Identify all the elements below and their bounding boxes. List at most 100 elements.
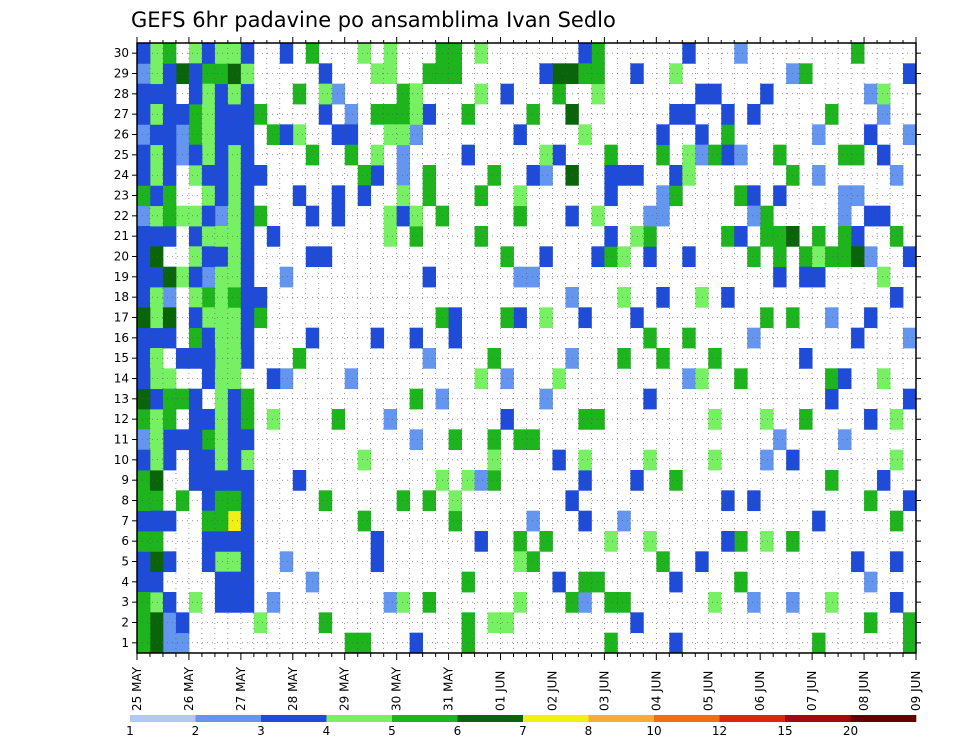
- precip-cell: [669, 165, 683, 186]
- x-date-label: 31 MAY: [442, 666, 456, 711]
- precip-cell: [552, 571, 566, 593]
- precip-cell: [422, 266, 437, 288]
- precip-cell: [825, 470, 839, 491]
- precip-cell: [383, 104, 398, 125]
- precip-cell: [669, 63, 683, 85]
- x-date-label: 27 MAY: [234, 666, 248, 711]
- precip-cell: [357, 43, 372, 64]
- precip-cell: [188, 43, 203, 64]
- x-date-label: 02 JUN: [545, 671, 559, 711]
- precip-cell: [137, 124, 151, 146]
- precip-cell: [864, 571, 878, 593]
- precip-cell: [903, 612, 917, 634]
- precip-cell: [513, 531, 527, 552]
- precip-cell: [799, 63, 813, 85]
- precip-cell: [162, 327, 177, 349]
- precip-cell: [227, 510, 242, 532]
- legend-label: 5: [388, 724, 396, 738]
- y-tick-label: 8: [121, 494, 129, 508]
- precip-cell: [266, 226, 281, 247]
- precip-cell: [812, 632, 826, 654]
- precipitation-cells: [137, 43, 917, 654]
- y-tick-label: 25: [114, 148, 129, 162]
- legend-swatch: [457, 715, 524, 722]
- precip-cell: [188, 144, 203, 166]
- precip-cell: [188, 83, 203, 105]
- precip-cell: [578, 409, 592, 430]
- precip-cell: [734, 43, 748, 64]
- precip-cell: [760, 226, 774, 247]
- gridlines: [137, 43, 916, 653]
- y-tick-label: 16: [114, 331, 129, 345]
- precip-cell: [201, 287, 216, 308]
- precip-cell: [266, 124, 281, 146]
- precip-cell: [513, 307, 527, 329]
- precip-cell: [448, 327, 462, 349]
- precip-cell: [137, 185, 151, 207]
- precip-cell: [318, 83, 333, 105]
- precip-cell: [137, 449, 151, 471]
- y-tick-label: 2: [121, 616, 129, 630]
- precip-cell: [461, 470, 475, 491]
- precip-cell: [137, 592, 151, 613]
- precip-cell: [137, 63, 151, 85]
- precip-cell: [578, 510, 592, 532]
- precip-cell: [214, 266, 229, 288]
- precip-cell: [149, 449, 164, 471]
- precip-cell: [448, 429, 462, 451]
- precip-cell: [214, 307, 229, 329]
- precip-cell: [214, 531, 229, 552]
- precip-cell: [864, 246, 878, 268]
- precip-cell: [201, 348, 216, 369]
- legend-swatch: [326, 715, 393, 722]
- precip-cell: [734, 226, 748, 247]
- precip-cell: [214, 470, 229, 491]
- precip-cell: [214, 388, 229, 410]
- precip-cell: [487, 348, 501, 369]
- precip-cell: [578, 63, 592, 85]
- precip-cell: [838, 226, 852, 247]
- precip-cell: [266, 592, 281, 613]
- precip-cell: [799, 348, 813, 369]
- precip-cell: [604, 226, 618, 247]
- precip-cell: [253, 307, 268, 329]
- precip-cell: [227, 409, 242, 430]
- precip-cell: [227, 246, 242, 268]
- y-tick-label: 1: [121, 636, 129, 650]
- legend-label: 15: [777, 724, 792, 738]
- precip-cell: [227, 63, 242, 85]
- precip-cell: [903, 63, 917, 85]
- precip-cell: [201, 205, 216, 227]
- precip-cell: [188, 266, 203, 288]
- precip-cell: [188, 124, 203, 146]
- precip-cell: [890, 409, 904, 430]
- precip-cell: [137, 226, 151, 247]
- precip-cell: [214, 429, 229, 451]
- y-tick-label: 7: [121, 514, 129, 528]
- precip-cell: [396, 83, 411, 105]
- precip-cell: [214, 205, 229, 227]
- precip-cell: [149, 470, 164, 491]
- precip-cell: [318, 612, 333, 634]
- precip-cell: [604, 144, 618, 166]
- precip-cell: [214, 327, 229, 349]
- precip-cell: [214, 551, 229, 573]
- precip-cell: [526, 104, 540, 125]
- x-date-label: 05 JUN: [701, 671, 715, 711]
- precip-cell: [708, 409, 722, 430]
- precip-cell: [201, 165, 216, 186]
- precip-cell: [162, 449, 177, 471]
- precip-cell: [864, 205, 878, 227]
- precip-cell: [331, 185, 346, 207]
- precip-cell: [825, 246, 839, 268]
- precip-cell: [137, 83, 151, 105]
- precip-cell: [227, 307, 242, 329]
- precip-cell: [552, 83, 566, 105]
- precip-cell: [162, 63, 177, 85]
- legend-label: 20: [843, 724, 858, 738]
- x-date-label: 07 JUN: [805, 671, 819, 711]
- precip-cell: [474, 368, 488, 390]
- precip-cell: [812, 510, 826, 532]
- precip-cell: [773, 226, 787, 247]
- precip-cell: [162, 368, 177, 390]
